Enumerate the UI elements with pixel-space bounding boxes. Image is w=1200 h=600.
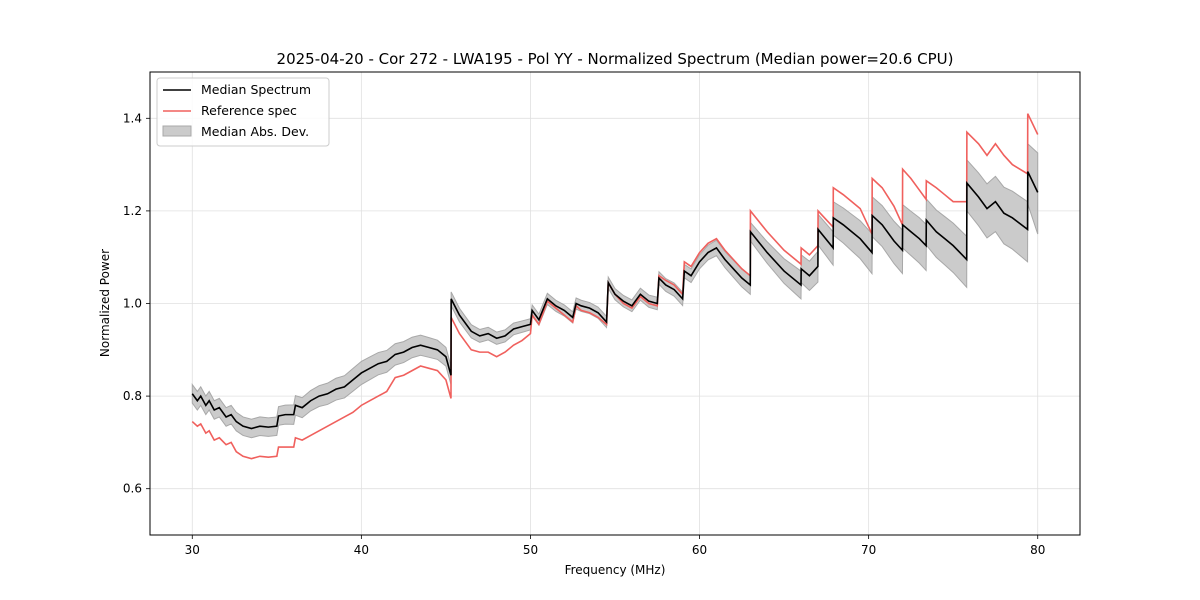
y-tick-label: 1.2	[123, 204, 142, 218]
chart-title: 2025-04-20 - Cor 272 - LWA195 - Pol YY -…	[277, 50, 954, 68]
legend-swatch-mad	[162, 125, 192, 137]
x-tick-label: 80	[1030, 543, 1045, 557]
series-layer	[191, 113, 1039, 460]
x-axis-ticks: 30 40 50 60 70 80	[185, 535, 1045, 557]
x-axis-label: Frequency (MHz)	[565, 563, 666, 577]
legend-label-median: Median Spectrum	[201, 82, 311, 97]
legend-label-mad: Median Abs. Dev.	[201, 124, 309, 139]
x-tick-label: 50	[523, 543, 538, 557]
y-tick-label: 1.0	[123, 297, 142, 311]
y-axis-label: Normalized Power	[98, 249, 112, 357]
y-tick-label: 1.4	[123, 111, 142, 125]
reference-spectrum-line	[191, 113, 1039, 460]
x-tick-label: 60	[692, 543, 707, 557]
y-tick-label: 0.6	[123, 482, 142, 496]
x-tick-label: 30	[185, 543, 200, 557]
y-tick-label: 0.8	[123, 389, 142, 403]
legend: Median Spectrum Reference spec Median Ab…	[156, 77, 330, 147]
x-tick-label: 70	[861, 543, 876, 557]
legend-box	[156, 77, 330, 147]
median-spectrum-line	[191, 171, 1039, 430]
legend-label-reference: Reference spec	[201, 103, 297, 118]
x-tick-label: 40	[354, 543, 369, 557]
y-axis-ticks: 0.6 0.8 1.0 1.2 1.4	[123, 111, 150, 496]
